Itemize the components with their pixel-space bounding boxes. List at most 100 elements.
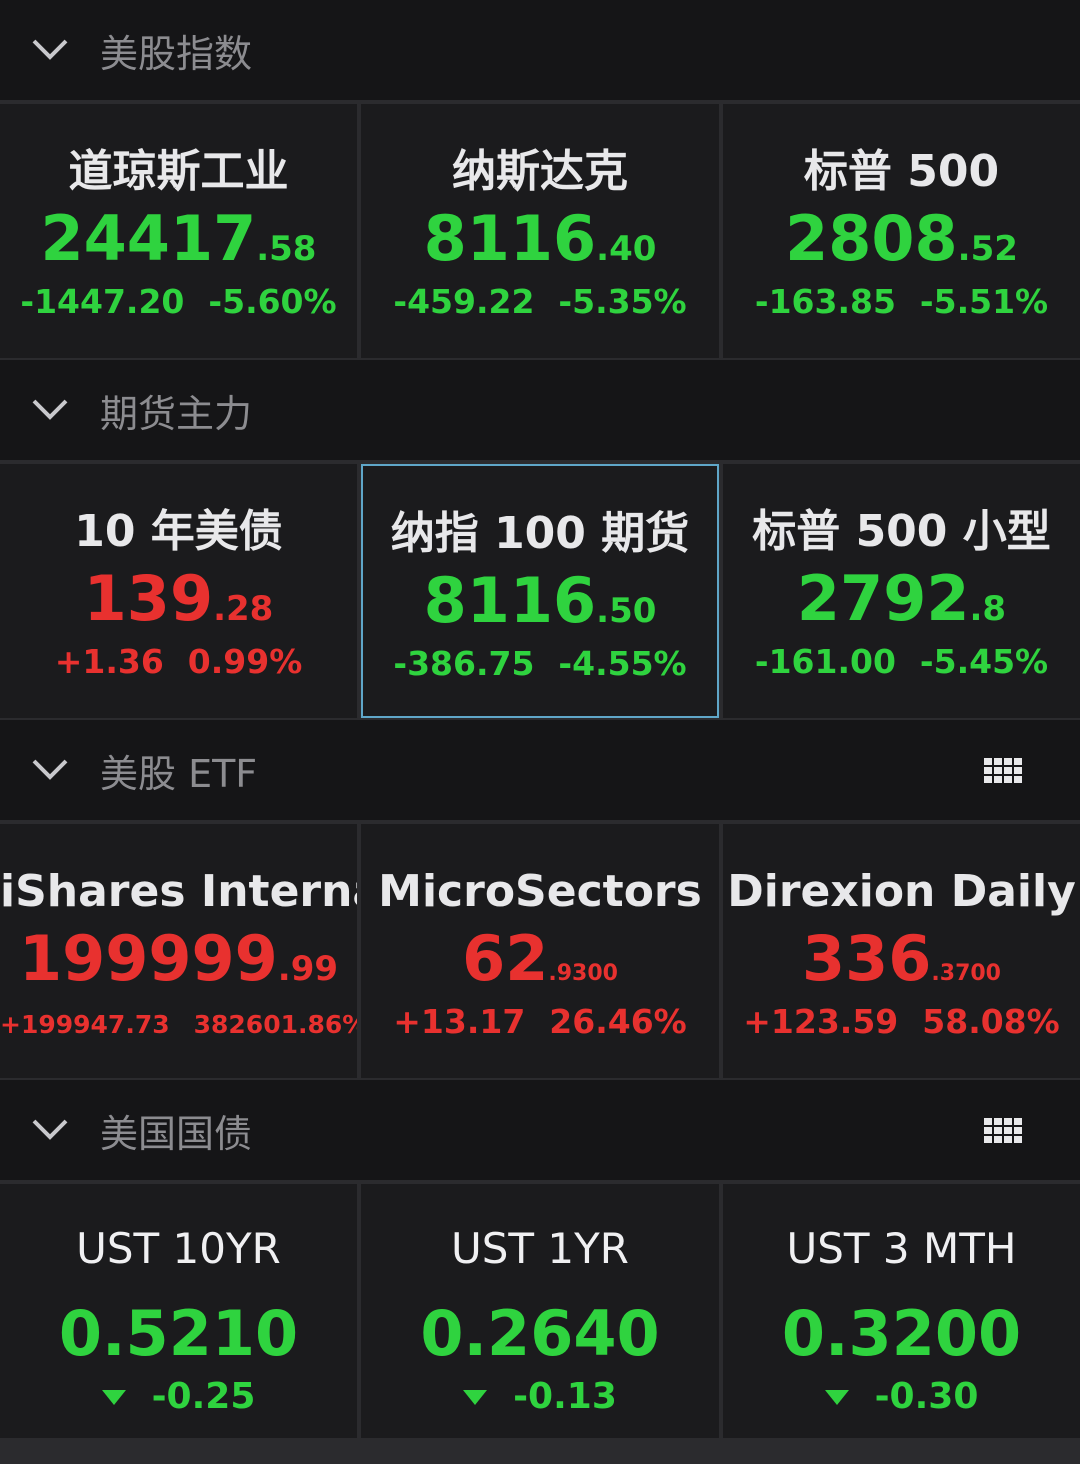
price: 2792.8 (723, 560, 1080, 638)
quote-tile[interactable]: MicroSectors 62.9300 +13.17 26.46% (361, 824, 719, 1078)
change: +13.17 26.46% (361, 1002, 719, 1041)
change: +1.36 0.99% (0, 642, 357, 681)
section-header[interactable]: 美股指数 (0, 0, 1080, 100)
price: 336.3700 (723, 920, 1080, 998)
tile-name: iShares Interna (0, 866, 357, 917)
tile-name: UST 10YR (76, 1224, 281, 1273)
price-decimal: .8 (969, 589, 1007, 629)
quote-tile[interactable]: 标普 500 小型 2792.8 -161.00 -5.45% (723, 464, 1080, 718)
change: -386.75 -4.55% (363, 644, 717, 683)
change-value: +199947.73 (0, 1010, 170, 1039)
quote-tile[interactable]: UST 1YR 0.2640 -0.13 (361, 1184, 719, 1438)
price-integer: 62 (462, 922, 549, 995)
quote-tile[interactable]: 纳斯达克 8116.40 -459.22 -5.35% (361, 104, 719, 358)
section-title: 期货主力 (100, 391, 253, 436)
section-title: 美股指数 (100, 31, 253, 76)
section-title: 美股 ETF (100, 751, 258, 796)
tile-row: iShares Interna 199999.99 +199947.73 382601… (0, 824, 1080, 1078)
price-decimal: .50 (596, 591, 657, 631)
rate-change: -0.13 (361, 1376, 719, 1417)
quote-tile[interactable]: 纳指 100 期货 8116.50 -386.75 -4.55% (361, 464, 719, 718)
change: +123.59 58.08% (723, 1002, 1080, 1041)
price: 24417.58 (0, 200, 357, 278)
change-percent: -5.45% (919, 642, 1049, 681)
price: 2808.52 (723, 200, 1080, 278)
grid-icon[interactable] (984, 758, 1024, 784)
price-integer: 139 (83, 562, 214, 635)
rate-value: 0.5210 (58, 1297, 299, 1370)
change-percent: -5.51% (919, 282, 1049, 321)
price: 8116.50 (363, 562, 717, 640)
change: -1447.20 -5.60% (0, 282, 357, 321)
tile-name: 纳指 100 期货 (390, 508, 690, 559)
chevron-icon (32, 39, 68, 60)
chevron-icon (32, 759, 68, 780)
change-value: -0.30 (874, 1376, 979, 1417)
section-title: 美国国债 (100, 1111, 253, 1156)
tile-name: 标普 500 (803, 146, 1000, 197)
quote-tile[interactable]: 标普 500 2808.52 -163.85 -5.51% (723, 104, 1080, 358)
down-arrow (101, 1390, 126, 1405)
price: 62.9300 (361, 920, 719, 998)
section-header[interactable]: 美股 ETF (0, 720, 1080, 820)
section-header[interactable]: 美国国债 (0, 1080, 1080, 1180)
tile-name: Direxion Daily (727, 866, 1076, 917)
rate-change: -0.25 (0, 1376, 357, 1417)
rate-value: 0.3200 (781, 1297, 1022, 1370)
change-value: -1447.20 (20, 282, 185, 321)
rate-change: -0.30 (723, 1376, 1080, 1417)
change-value: -459.22 (393, 282, 535, 321)
price-integer: 2792 (796, 562, 970, 635)
change-percent: 0.99% (187, 642, 303, 681)
tile-name: MicroSectors (378, 866, 702, 917)
change-value: -163.85 (754, 282, 896, 321)
tile-name: 10 年美债 (74, 506, 283, 557)
change-percent: -5.60% (208, 282, 337, 321)
price: 139.28 (0, 560, 357, 638)
change-percent: 58.08% (922, 1002, 1060, 1041)
change-value: -0.13 (513, 1376, 617, 1417)
change-percent: -5.35% (558, 282, 687, 321)
change: +199947.73 382601.86% (0, 1010, 357, 1039)
price-decimal: .99 (277, 949, 339, 989)
tile-name: 标普 500 小型 (752, 506, 1051, 557)
quote-tile[interactable]: Direxion Daily 336.3700 +123.59 58.08% (723, 824, 1080, 1078)
change-value: +123.59 (743, 1002, 899, 1041)
price: 199999.99 (0, 920, 357, 998)
change-value: -0.25 (151, 1376, 256, 1417)
change: -163.85 -5.51% (723, 282, 1080, 321)
price-integer: 8116 (423, 564, 597, 637)
price-integer: 2808 (785, 202, 958, 275)
price: 8116.40 (361, 200, 719, 278)
tile-row: UST 10YR 0.5210 -0.25 UST 1YR 0.2640 -0.13 UST… (0, 1184, 1080, 1438)
quote-tile[interactable]: 道琼斯工业 24417.58 -1447.20 -5.60% (0, 104, 357, 358)
price-decimal: .52 (957, 229, 1018, 269)
chevron-icon (32, 399, 68, 420)
change-percent: 26.46% (549, 1002, 687, 1041)
change: -459.22 -5.35% (361, 282, 719, 321)
change-percent: -4.55% (558, 644, 687, 683)
price-integer: 336 (801, 922, 932, 995)
price-decimal: .28 (213, 589, 274, 629)
quote-tile[interactable]: 10 年美债 139.28 +1.36 0.99% (0, 464, 357, 718)
change-value: +1.36 (54, 642, 164, 681)
price-decimal: .3700 (931, 961, 1001, 986)
section-header[interactable]: 期货主力 (0, 360, 1080, 460)
tile-row: 10 年美债 139.28 +1.36 0.99% 纳指 100 期货 8116.50 -3… (0, 464, 1080, 718)
down-arrow (824, 1390, 849, 1405)
grid-icon[interactable] (984, 1118, 1024, 1144)
down-arrow (463, 1390, 488, 1405)
tile-name: UST 3 MTH (786, 1224, 1017, 1273)
price-decimal: .58 (256, 229, 317, 269)
quote-tile[interactable]: iShares Interna 199999.99 +199947.73 382601… (0, 824, 357, 1078)
quote-tile[interactable]: UST 3 MTH 0.3200 -0.30 (723, 1184, 1080, 1438)
tile-row: 道琼斯工业 24417.58 -1447.20 -5.60% 纳斯达克 8116.40 -4… (0, 104, 1080, 358)
quote-tile[interactable]: UST 10YR 0.5210 -0.25 (0, 1184, 357, 1438)
rate-value: 0.2640 (420, 1297, 660, 1370)
price-integer: 8116 (423, 202, 597, 275)
change-value: +13.17 (393, 1002, 526, 1041)
price-decimal: .9300 (548, 961, 618, 986)
tile-name: UST 1YR (451, 1224, 629, 1273)
